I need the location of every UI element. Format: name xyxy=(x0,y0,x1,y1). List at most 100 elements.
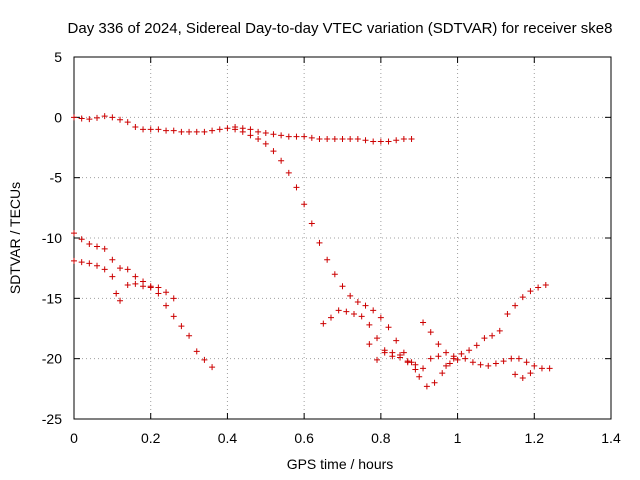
data-point-series-1 xyxy=(270,131,277,138)
data-point-series-5 xyxy=(427,329,434,336)
data-point-series-2 xyxy=(500,358,507,365)
grid xyxy=(74,57,611,419)
data-point-series-3 xyxy=(78,236,85,243)
data-point-series-1 xyxy=(117,116,124,123)
data-point-series-5 xyxy=(466,347,473,354)
data-point-series-4 xyxy=(78,259,85,266)
data-point-series-5 xyxy=(496,327,503,334)
data-point-series-3 xyxy=(86,241,93,248)
data-point-series-2 xyxy=(485,362,492,369)
data-point-series-5 xyxy=(335,307,342,314)
data-point-series-5 xyxy=(366,321,373,328)
data-point-series-1 xyxy=(124,119,131,126)
data-point-series-2 xyxy=(385,324,392,331)
data-point-series-2 xyxy=(293,184,300,191)
data-point-series-5 xyxy=(504,311,511,318)
axis-ticks: 0 0.2 0.4 0.6 0.8 1 1.2 1.4 -25 -20 -15 -10 -5 0 5 xyxy=(42,49,621,446)
data-point-series-2 xyxy=(324,256,331,263)
data-point-series-2 xyxy=(232,126,239,133)
data-point-series-6 xyxy=(427,355,434,362)
x-tick-label: 0.8 xyxy=(371,430,391,446)
data-point-series-1 xyxy=(362,137,369,144)
data-point-series-1 xyxy=(324,136,331,143)
data-point-series-4 xyxy=(71,257,77,264)
data-point-series-1 xyxy=(331,136,338,143)
data-point-series-1 xyxy=(86,116,93,123)
data-point-series-2 xyxy=(347,292,354,299)
data-point-series-6 xyxy=(450,355,457,362)
data-point-series-2 xyxy=(508,355,515,362)
data-point-series-6 xyxy=(381,349,388,356)
data-point-series-6 xyxy=(443,362,450,369)
data-point-series-5 xyxy=(481,335,488,342)
data-point-series-2 xyxy=(546,365,553,372)
data-point-series-2 xyxy=(239,128,246,135)
data-point-series-5 xyxy=(327,314,334,321)
data-point-series-3 xyxy=(163,302,170,309)
data-point-series-2 xyxy=(515,355,522,362)
data-point-series-5 xyxy=(458,350,465,357)
data-point-series-1 xyxy=(178,128,185,135)
data-point-series-2 xyxy=(400,349,407,356)
data-point-series-1 xyxy=(262,130,269,137)
data-point-series-1 xyxy=(155,126,162,133)
data-point-series-4 xyxy=(147,284,154,291)
data-point-series-1 xyxy=(170,127,177,134)
data-point-series-2 xyxy=(523,359,530,366)
data-point-series-2 xyxy=(285,169,292,176)
data-point-series-5 xyxy=(351,311,358,318)
data-point-series-1 xyxy=(224,125,231,132)
data-point-series-5 xyxy=(512,302,519,309)
data-point-series-1 xyxy=(385,138,392,145)
data-point-series-5 xyxy=(527,288,534,295)
data-point-series-3 xyxy=(170,313,177,320)
data-point-series-2 xyxy=(531,362,538,369)
data-point-series-3 xyxy=(193,348,200,355)
data-point-series-2 xyxy=(393,337,400,344)
data-point-series-2 xyxy=(262,140,269,147)
data-point-series-1 xyxy=(408,136,415,143)
data-point-series-2 xyxy=(331,271,338,278)
x-tick-label: 1.4 xyxy=(601,430,621,446)
data-point-series-1 xyxy=(109,114,116,121)
data-point-series-6 xyxy=(519,374,526,381)
data-point-series-2 xyxy=(423,383,430,390)
y-tick-label: -5 xyxy=(50,170,63,186)
data-point-series-2 xyxy=(469,359,476,366)
data-point-series-2 xyxy=(339,283,346,290)
data-point-series-2 xyxy=(308,220,315,227)
data-point-series-5 xyxy=(374,335,381,342)
data-point-series-3 xyxy=(117,265,124,272)
data-point-series-4 xyxy=(132,280,139,287)
data-point-series-5 xyxy=(420,319,427,326)
data-point-series-2 xyxy=(301,201,308,208)
data-point-series-1 xyxy=(247,126,254,133)
data-point-series-2 xyxy=(255,136,262,143)
data-point-series-5 xyxy=(443,349,450,356)
data-point-series-2 xyxy=(270,148,277,155)
x-tick-label: 1 xyxy=(454,430,462,446)
data-point-series-2 xyxy=(316,239,323,246)
data-point-series-1 xyxy=(339,136,346,143)
data-point-series-3 xyxy=(132,273,139,280)
data-point-series-1 xyxy=(370,138,377,145)
data-point-series-3 xyxy=(101,245,108,252)
data-point-series-2 xyxy=(462,355,469,362)
data-point-series-6 xyxy=(404,358,411,365)
data-point-series-3 xyxy=(178,323,185,330)
data-point-series-2 xyxy=(354,298,361,305)
data-point-series-2 xyxy=(278,157,285,164)
data-point-series-6 xyxy=(374,356,381,363)
data-point-series-2 xyxy=(431,379,438,386)
data-point-series-4 xyxy=(155,284,162,291)
x-tick-label: 1.2 xyxy=(525,430,545,446)
data-point-series-4 xyxy=(124,282,131,289)
data-point-series-1 xyxy=(71,114,77,121)
data-point-series-2 xyxy=(416,373,423,380)
data-point-series-5 xyxy=(535,284,542,291)
data-point-series-3 xyxy=(109,256,116,263)
y-tick-label: 0 xyxy=(54,109,62,125)
y-axis-label: SDTVAR / TECUs xyxy=(7,182,23,294)
data-points xyxy=(71,113,553,390)
